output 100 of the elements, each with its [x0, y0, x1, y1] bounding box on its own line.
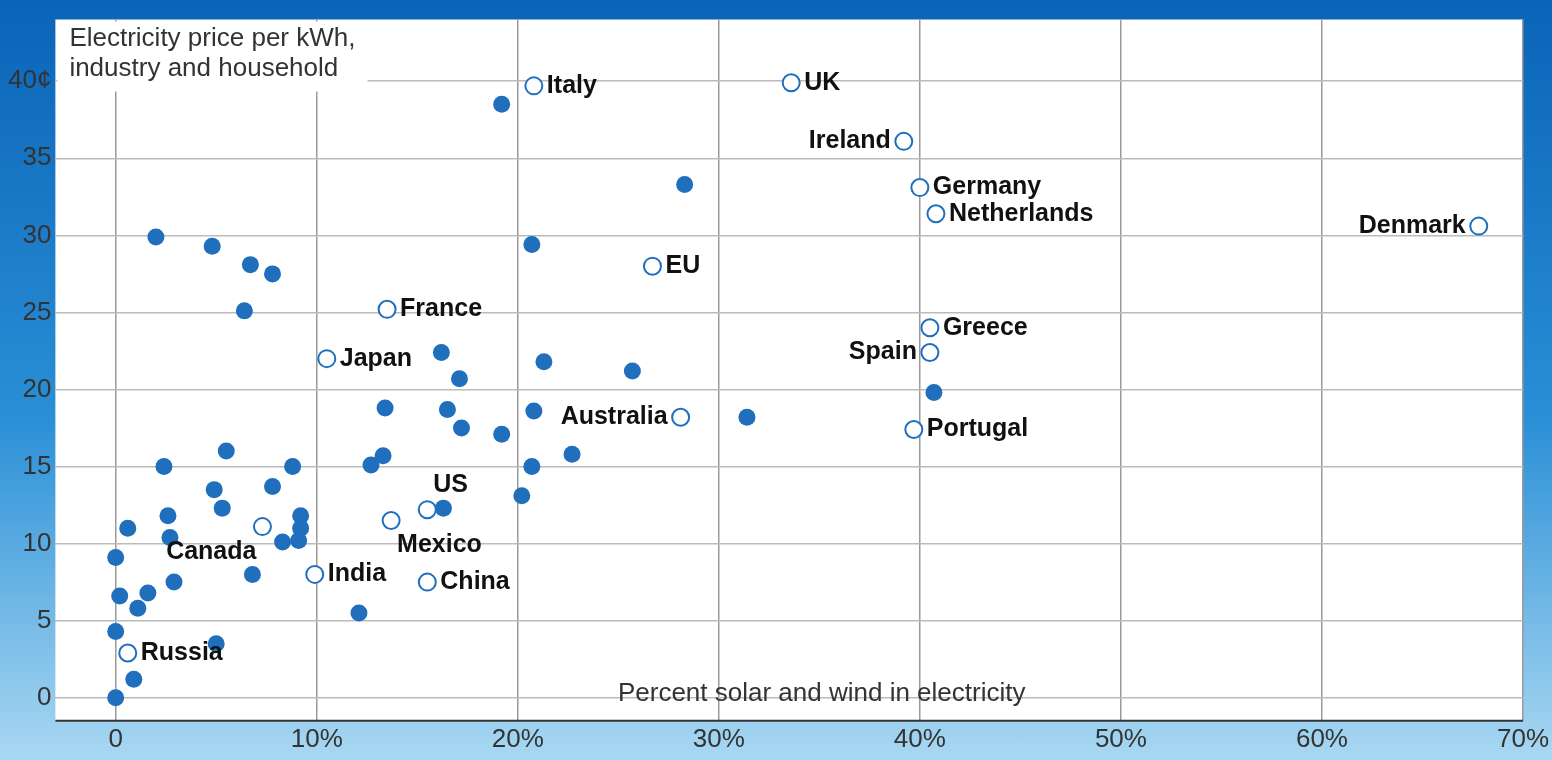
point: [264, 478, 281, 496]
point: [910, 178, 930, 198]
point: [119, 519, 137, 537]
annotation: France: [400, 293, 483, 322]
point: [376, 399, 394, 417]
point: [241, 256, 259, 274]
y-tick-label: 35: [22, 141, 52, 172]
point: [920, 318, 940, 338]
y-tick-label: 20: [22, 372, 52, 403]
point: [642, 256, 662, 276]
point: [165, 573, 183, 591]
point: [284, 458, 302, 476]
point: [274, 533, 292, 551]
annotation: Russia: [140, 636, 224, 665]
y-tick-label: 10: [22, 526, 52, 557]
point: [252, 517, 272, 537]
point: [362, 456, 380, 474]
point: [317, 349, 337, 369]
point: [523, 236, 541, 254]
x-tick-label: 10%: [290, 722, 343, 753]
point: [535, 353, 553, 371]
annotation: US: [433, 468, 469, 497]
point: [563, 445, 581, 463]
point: [417, 572, 437, 592]
y-tick-label: 15: [22, 449, 52, 480]
point: [203, 237, 221, 255]
point: [920, 342, 940, 362]
point: [623, 362, 641, 380]
point: [524, 76, 544, 96]
point: [738, 408, 756, 426]
point: [781, 73, 801, 93]
point: [155, 458, 173, 476]
point: [671, 407, 691, 427]
point: [926, 204, 946, 224]
point: [432, 343, 450, 361]
point: [525, 402, 543, 420]
annotation: Canada: [166, 535, 258, 564]
x-tick-label: 50%: [1094, 722, 1147, 753]
point: [217, 442, 235, 460]
annotation: Ireland: [808, 125, 891, 154]
annotation: Japan: [339, 342, 413, 371]
annotation: UK: [804, 66, 841, 95]
point: [125, 670, 143, 688]
point: [493, 95, 511, 113]
point: [305, 564, 325, 584]
point: [381, 510, 401, 530]
point: [235, 302, 253, 320]
y-tick-label: 40¢: [7, 64, 52, 95]
point: [107, 622, 125, 640]
point: [438, 401, 456, 418]
point: [107, 548, 125, 566]
annotation: Denmark: [1358, 210, 1466, 238]
annotation: Spain: [848, 336, 917, 365]
point: [493, 425, 511, 443]
point: [513, 487, 531, 505]
x-tick-label: 60%: [1295, 722, 1348, 753]
annotation: EU: [665, 250, 701, 279]
point: [290, 531, 308, 549]
y-axis-title: Electricity price per kWh, industry and household: [69, 21, 356, 82]
x-tick-label: 20%: [491, 722, 544, 753]
annotation: Germany: [932, 171, 1042, 200]
point: [904, 420, 924, 440]
point: [159, 507, 177, 525]
point: [118, 643, 138, 663]
point: [205, 481, 223, 499]
x-axis-title: Percent solar and wind in electricity: [617, 676, 1026, 707]
point: [350, 604, 368, 622]
point: [107, 689, 125, 707]
y-tick-label: 30: [22, 218, 52, 249]
point: [417, 500, 437, 520]
x-tick-label: 40%: [893, 722, 946, 753]
point: [894, 131, 914, 151]
annotation: India: [327, 558, 388, 587]
annotation: Australia: [560, 401, 669, 430]
point: [925, 384, 943, 402]
y-tick-label: 25: [22, 295, 52, 326]
point: [523, 458, 541, 476]
y-tick-label: 5: [36, 603, 52, 634]
annotation: Mexico: [397, 529, 482, 558]
point: [139, 584, 157, 602]
annotation: Italy: [546, 69, 597, 98]
x-tick-label: 70%: [1496, 722, 1549, 753]
point: [434, 499, 452, 517]
point: [213, 499, 231, 517]
point: [676, 176, 694, 193]
point: [147, 228, 165, 246]
point: [264, 265, 281, 283]
x-tick-label: 0: [108, 722, 123, 753]
annotation: Portugal: [926, 413, 1029, 442]
annotation: China: [440, 565, 511, 594]
point: [452, 419, 470, 437]
point: [243, 565, 261, 583]
point: [111, 587, 129, 605]
point: [450, 370, 468, 388]
point: [1469, 216, 1489, 236]
point: [129, 599, 147, 617]
point: [374, 447, 392, 465]
annotation: Greece: [942, 311, 1028, 340]
x-tick-label: 30%: [692, 722, 745, 753]
y-tick-label: 0: [36, 680, 52, 711]
